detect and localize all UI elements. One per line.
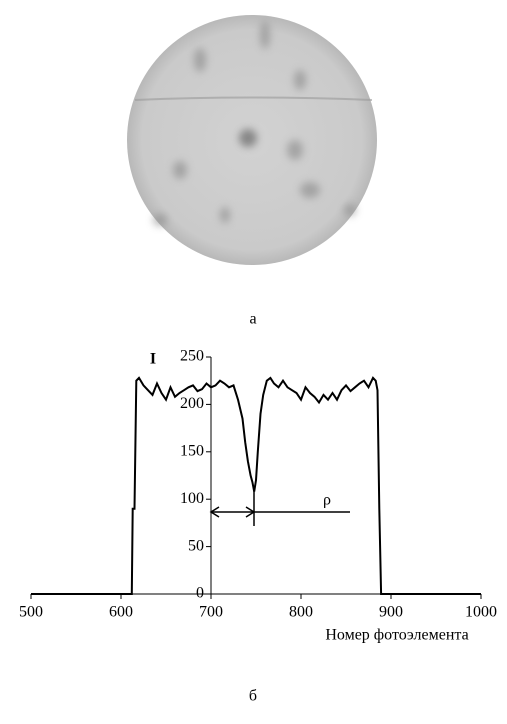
- x-tick-label: 900: [379, 604, 403, 621]
- profile-line: [31, 376, 481, 595]
- y-tick-label: 100: [180, 490, 204, 507]
- x-tick-label: 500: [19, 604, 43, 621]
- caption-bottom: б: [249, 688, 257, 705]
- x-axis-label: Номер фотоэлемента: [325, 627, 468, 644]
- x-tick-label: 700: [199, 604, 223, 621]
- caption-top: а: [249, 311, 256, 328]
- x-tick-label: 600: [109, 604, 133, 621]
- x-tick-label: 800: [289, 604, 313, 621]
- y-tick-label: 150: [180, 442, 204, 459]
- y-tick-label: 250: [180, 348, 204, 365]
- x-tick-label: 1000: [465, 604, 497, 621]
- annotation-text: ρ: [323, 492, 331, 509]
- y-tick-label: 200: [180, 395, 204, 412]
- y-axis-label: I: [150, 351, 156, 368]
- y-tick-label: 50: [188, 537, 204, 554]
- y-tick-label: 0: [196, 585, 204, 602]
- disk-photo: [127, 15, 377, 265]
